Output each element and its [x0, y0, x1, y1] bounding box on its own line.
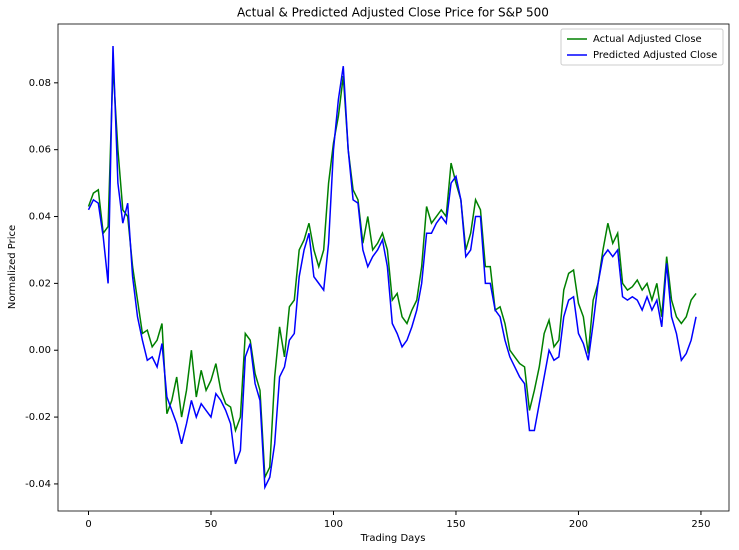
y-tick-label: 0.02 [29, 278, 51, 289]
data-line [87, 46, 697, 491]
y-axis-label: Normalized Price [7, 225, 18, 309]
y-tick-label: 0.04 [29, 212, 51, 223]
data-line [87, 66, 697, 481]
x-tick-label: 200 [569, 519, 588, 530]
legend-label: Predicted Adjusted Close [593, 50, 717, 61]
x-tick-label: 50 [205, 519, 218, 530]
chart-title: Actual & Predicted Adjusted Close Price … [237, 6, 549, 20]
x-tick-label: 100 [324, 519, 343, 530]
x-tick-label: 250 [691, 519, 710, 530]
legend-label: Actual Adjusted Close [593, 34, 702, 45]
plot-frame [57, 23, 730, 512]
x-tick-label: 0 [85, 519, 91, 530]
y-tick-label: 0.06 [29, 145, 51, 156]
x-tick-label: 150 [446, 519, 465, 530]
y-tick-label: -0.02 [25, 412, 51, 423]
legend-box [560, 28, 724, 66]
y-tick-label: 0.08 [29, 78, 51, 89]
y-tick-label: 0.00 [29, 345, 51, 356]
y-tick-label: -0.04 [25, 479, 51, 490]
x-axis-label: Trading Days [360, 533, 426, 544]
